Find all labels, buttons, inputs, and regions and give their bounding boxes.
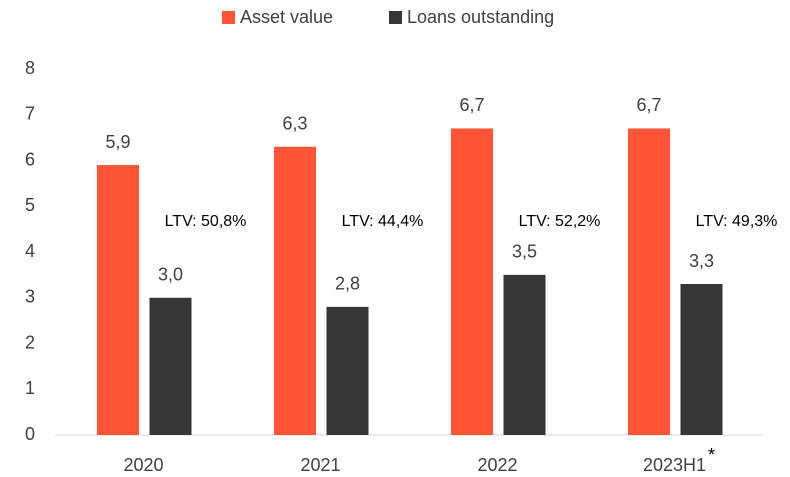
x-tick-label: 2021 — [300, 455, 340, 475]
category-note: * — [708, 445, 715, 465]
value-label: 3,0 — [158, 265, 183, 285]
annotation: LTV: 52,2% — [519, 213, 601, 230]
bar — [97, 165, 139, 435]
value-label: 3,5 — [512, 242, 537, 262]
y-tick-label: 4 — [25, 241, 35, 261]
y-tick-label: 6 — [25, 149, 35, 169]
legend-label: Loans outstanding — [407, 7, 554, 27]
x-tick-label: 2022 — [477, 455, 517, 475]
annotation: LTV: 44,4% — [342, 213, 424, 230]
bar — [274, 146, 316, 435]
x-tick-label: 2023H1 — [643, 455, 706, 475]
y-tick-label: 2 — [25, 332, 35, 352]
annotation: LTV: 49,3% — [696, 213, 778, 230]
bar — [149, 297, 192, 435]
value-label: 6,7 — [459, 95, 484, 115]
bar — [503, 274, 546, 435]
value-label: 6,7 — [636, 95, 661, 115]
value-label: 3,3 — [689, 251, 714, 271]
y-tick-label: 0 — [25, 424, 35, 444]
y-tick-label: 1 — [25, 378, 35, 398]
x-tick-label: 2020 — [123, 455, 163, 475]
value-label: 2,8 — [335, 274, 360, 294]
bar — [680, 284, 723, 435]
legend-label: Asset value — [240, 7, 333, 27]
bar — [628, 128, 670, 435]
legend-swatch — [222, 11, 235, 24]
bar — [326, 306, 369, 435]
y-tick-label: 7 — [25, 104, 35, 124]
value-label: 5,9 — [105, 132, 130, 152]
y-tick-label: 3 — [25, 287, 35, 307]
value-label: 6,3 — [282, 114, 307, 134]
legend-swatch — [389, 11, 402, 24]
annotation: LTV: 50,8% — [165, 213, 247, 230]
y-tick-label: 5 — [25, 195, 35, 215]
bar — [451, 128, 493, 435]
y-tick-label: 8 — [25, 58, 35, 78]
